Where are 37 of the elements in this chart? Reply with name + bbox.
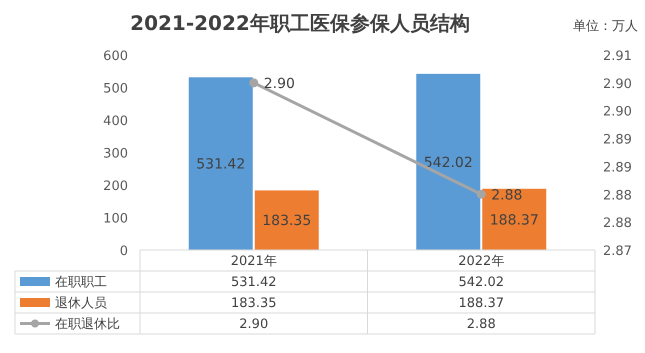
y2-tick-label: 2.90 <box>603 76 632 92</box>
y2-tick-label: 2.87 <box>603 244 632 259</box>
y2-tick-label: 2.88 <box>603 216 632 232</box>
y2-tick-label: 2.91 <box>603 49 632 64</box>
data-label: 542.02 <box>458 275 504 290</box>
data-label: 2.90 <box>239 317 268 332</box>
x-tick-label: 2021年 <box>230 254 277 269</box>
y2-tick-label: 2.89 <box>603 132 632 148</box>
bar <box>188 77 253 250</box>
text: 531.42 <box>196 156 246 173</box>
legend-label: 在职职工 <box>55 275 107 290</box>
text: 188.37 <box>490 212 539 228</box>
y-tick-label: 300 <box>103 146 128 162</box>
data-label: 531.42 <box>231 275 276 290</box>
legend-label: 在职退休比 <box>55 317 120 332</box>
chart-title: 2021-2022年职工医保参保人员结构 <box>130 11 470 35</box>
text: 183.35 <box>262 213 312 230</box>
y2-tick-label: 2.90 <box>603 104 632 120</box>
data-label: 2.88 <box>466 317 496 332</box>
data-label: 183.35 <box>231 296 276 311</box>
y-tick-label: 400 <box>103 114 128 129</box>
text: 2.90 <box>264 76 295 92</box>
y2-tick-label: 2.88 <box>603 188 632 204</box>
y-tick-label: 100 <box>103 212 128 226</box>
y-tick-label: 200 <box>103 179 128 194</box>
text: 2.88 <box>491 187 522 204</box>
text: 单位：万人 <box>573 19 638 34</box>
y-tick-label: 0 <box>120 244 128 259</box>
bar <box>416 74 480 250</box>
bar <box>254 190 319 250</box>
y-tick-label: 600 <box>103 49 128 64</box>
x-tick-label: 2022年 <box>458 254 504 269</box>
y2-tick-label: 2.89 <box>603 160 632 176</box>
y-tick-label: 500 <box>103 82 128 96</box>
legend-label: 退休人员 <box>55 296 107 311</box>
text: 542.02 <box>424 154 473 171</box>
data-label: 188.37 <box>458 296 504 311</box>
